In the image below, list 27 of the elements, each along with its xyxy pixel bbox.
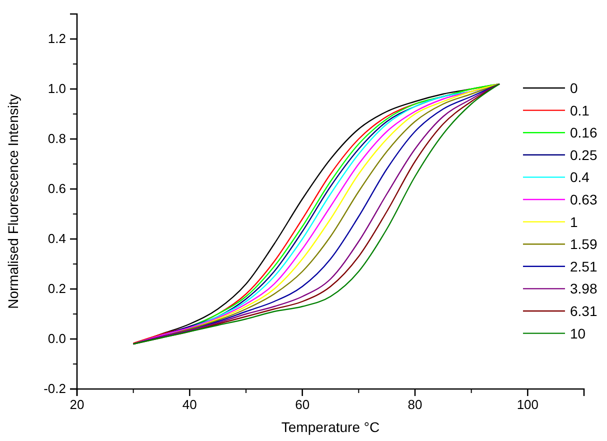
legend-label: 0.4 (570, 169, 590, 186)
legend-label: 1 (570, 214, 578, 230)
legend-label: 0.1 (570, 102, 590, 118)
legend-label: 0.16 (570, 124, 598, 141)
x-tick-label: 40 (182, 397, 197, 412)
legend-label: 0.25 (570, 146, 598, 163)
legend-label: 6.31 (570, 303, 598, 319)
x-tick-label: 80 (408, 397, 422, 412)
y-tick-label: 0.2 (48, 281, 66, 296)
legend-label: 0 (570, 80, 578, 96)
y-axis-title: Normalised Fluorescence Intensity (5, 94, 21, 309)
y-tick-label: 0.6 (48, 181, 66, 196)
y-tick-label: 1.0 (48, 81, 66, 96)
y-tick-label: 0.4 (48, 231, 66, 246)
legend-label: 3.98 (570, 280, 598, 297)
y-tick-label: 0.8 (48, 131, 66, 146)
legend-label: 0.63 (570, 192, 598, 208)
x-tick-label: 60 (295, 397, 310, 412)
y-tick-label: 0.0 (48, 331, 66, 346)
x-tick-label: 20 (70, 397, 84, 412)
y-tick-label: -0.2 (44, 381, 66, 396)
x-axis-title: Temperature °C (281, 419, 380, 435)
legend-label: 10 (570, 325, 586, 342)
x-tick-label: 100 (516, 397, 539, 412)
legend-label: 1.59 (570, 236, 598, 252)
y-tick-label: 1.2 (48, 31, 66, 46)
legend-label: 2.51 (570, 258, 598, 274)
